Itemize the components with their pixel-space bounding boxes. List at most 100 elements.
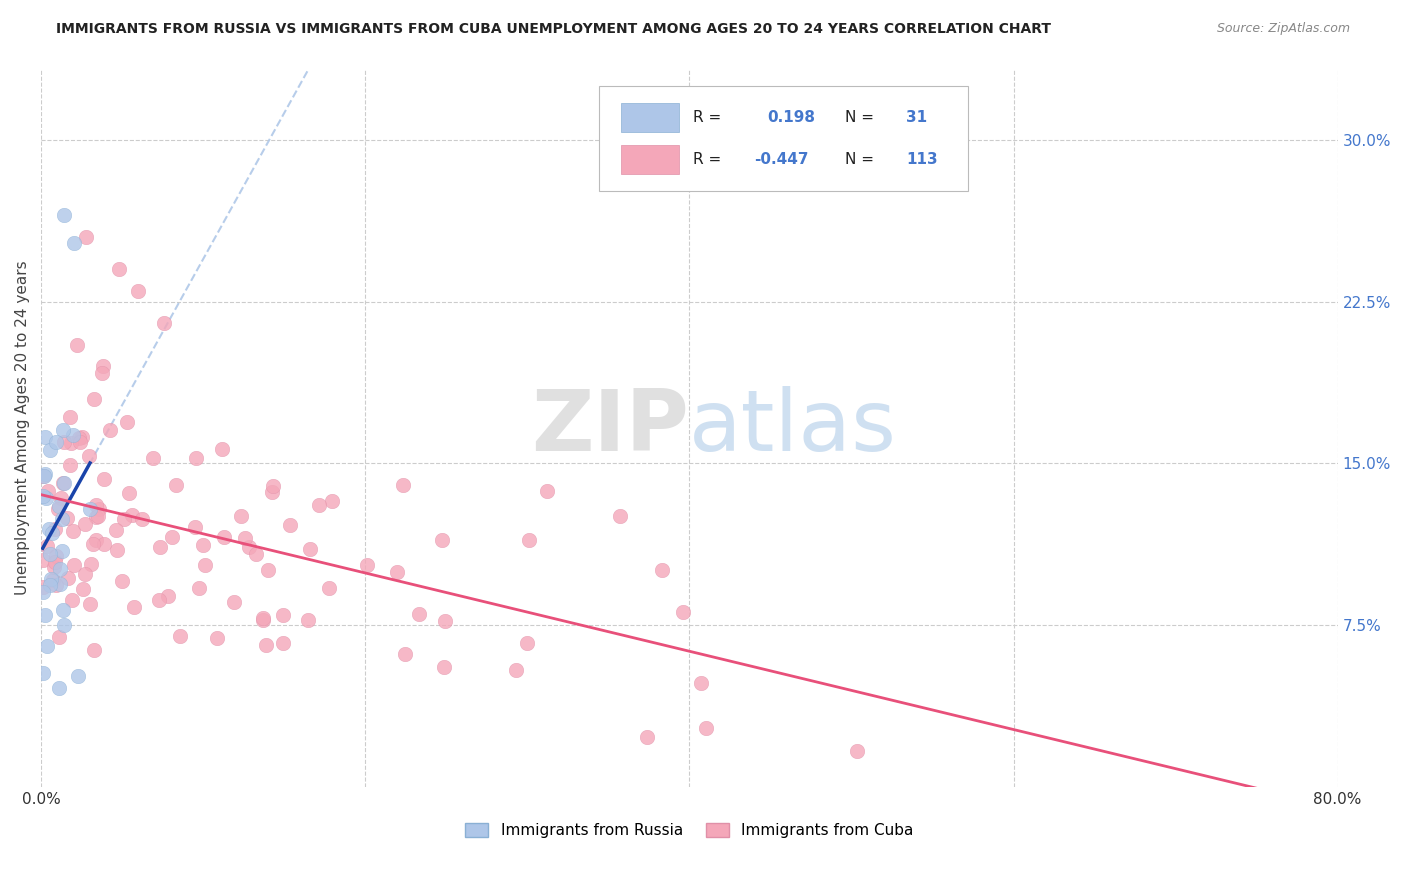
Point [52,602,75,616]
Point [79,501,101,516]
Point [205,631,228,645]
Point [194,558,217,572]
Y-axis label: Unemployment Among Ages 20 to 24 years: Unemployment Among Ages 20 to 24 years [15,260,30,595]
Point [229,508,252,523]
Point [35,639,58,653]
Point [59,458,82,472]
Point [131,512,153,526]
Point [79,597,101,611]
Point [76,230,98,244]
Point [321,494,343,508]
Point [37,483,59,498]
Point [127,284,149,298]
Point [516,636,538,650]
Point [48,630,70,644]
Point [62,427,84,442]
Point [157,589,180,603]
Point [695,721,717,735]
Point [318,581,340,595]
Point [385,566,408,580]
Point [434,614,457,628]
Text: atlas: atlas [689,386,897,469]
Point [77,449,100,463]
Legend: Immigrants from Russia, Immigrants from Cuba: Immigrants from Russia, Immigrants from … [460,816,920,844]
Point [609,508,631,523]
Point [69,434,91,449]
Point [87,509,110,524]
Text: Source: ZipAtlas.com: Source: ZipAtlas.com [1216,22,1350,36]
Point [148,592,170,607]
Point [38,547,60,561]
Point [394,647,416,661]
Point [34,430,56,444]
Point [252,611,274,625]
Point [252,613,274,627]
FancyBboxPatch shape [599,87,969,191]
Point [83,643,105,657]
Point [35,491,58,505]
Point [111,574,134,589]
Text: 113: 113 [905,153,938,168]
Point [308,498,330,512]
Point [91,359,114,374]
Point [84,498,107,512]
Point [153,316,176,330]
Point [108,262,131,277]
Point [212,531,235,545]
Point [846,744,869,758]
Point [87,501,110,516]
Point [392,477,415,491]
Point [72,582,94,597]
Point [59,409,82,424]
Point [98,423,121,437]
Point [122,599,145,614]
Point [52,476,75,491]
Text: -0.447: -0.447 [754,153,808,168]
Point [73,567,96,582]
Point [165,477,187,491]
Point [44,554,66,568]
Point [53,476,76,491]
Point [67,431,90,445]
Point [62,236,84,251]
Point [256,639,278,653]
Point [46,501,69,516]
Point [49,562,72,576]
Point [169,629,191,643]
Point [238,540,260,554]
Point [56,510,79,524]
Point [31,580,53,594]
Point [49,577,72,591]
Point [257,563,280,577]
Point [51,512,73,526]
Point [67,669,90,683]
Text: R =: R = [693,110,721,125]
Point [408,607,430,621]
Point [121,508,143,522]
Point [31,666,53,681]
Point [62,524,84,538]
Point [38,521,60,535]
Text: N =: N = [845,110,875,125]
Bar [620,145,679,175]
Point [262,479,284,493]
Text: ZIP: ZIP [531,386,689,469]
Point [430,533,453,547]
Point [42,573,65,587]
Point [31,468,53,483]
Point [112,512,135,526]
Point [51,543,73,558]
Point [91,366,114,380]
Point [245,547,267,561]
Text: IMMIGRANTS FROM RUSSIA VS IMMIGRANTS FROM CUBA UNEMPLOYMENT AMONG AGES 20 TO 24 : IMMIGRANTS FROM RUSSIA VS IMMIGRANTS FRO… [56,22,1052,37]
Point [62,558,84,572]
Point [235,532,257,546]
Point [34,468,56,483]
Point [38,442,60,457]
Point [505,664,527,678]
Point [356,558,378,572]
Point [72,430,94,444]
Text: 31: 31 [905,110,927,125]
Point [262,484,284,499]
Point [34,608,56,623]
